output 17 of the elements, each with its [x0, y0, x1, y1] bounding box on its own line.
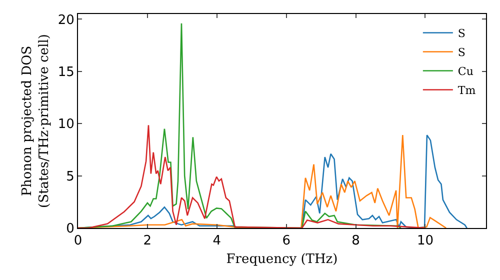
y-axis-title: Phonon projected DOS (States/THz·primitive cell) — [20, 34, 52, 208]
x-tick-label: 4 — [212, 234, 222, 249]
legend-label: S — [458, 27, 466, 40]
y-tick-label: 5 — [66, 169, 74, 184]
y-tick-label: 20 — [58, 12, 74, 28]
line-series — [78, 22, 402, 228]
x-tick-label: 6 — [282, 234, 290, 249]
legend-label: Cu — [458, 65, 474, 78]
legend-label: S — [458, 46, 466, 60]
x-axis-title: Frequency (THz) — [226, 252, 338, 268]
y-tick-label: 15 — [58, 64, 74, 80]
legend-label: Tm — [458, 84, 476, 98]
y-tick-label: 0 — [66, 222, 74, 237]
x-tick-label: 2 — [143, 234, 152, 249]
x-tick-label: 10 — [416, 234, 434, 249]
y-tick-label: 10 — [58, 117, 74, 132]
x-tick-label: 8 — [352, 234, 360, 249]
